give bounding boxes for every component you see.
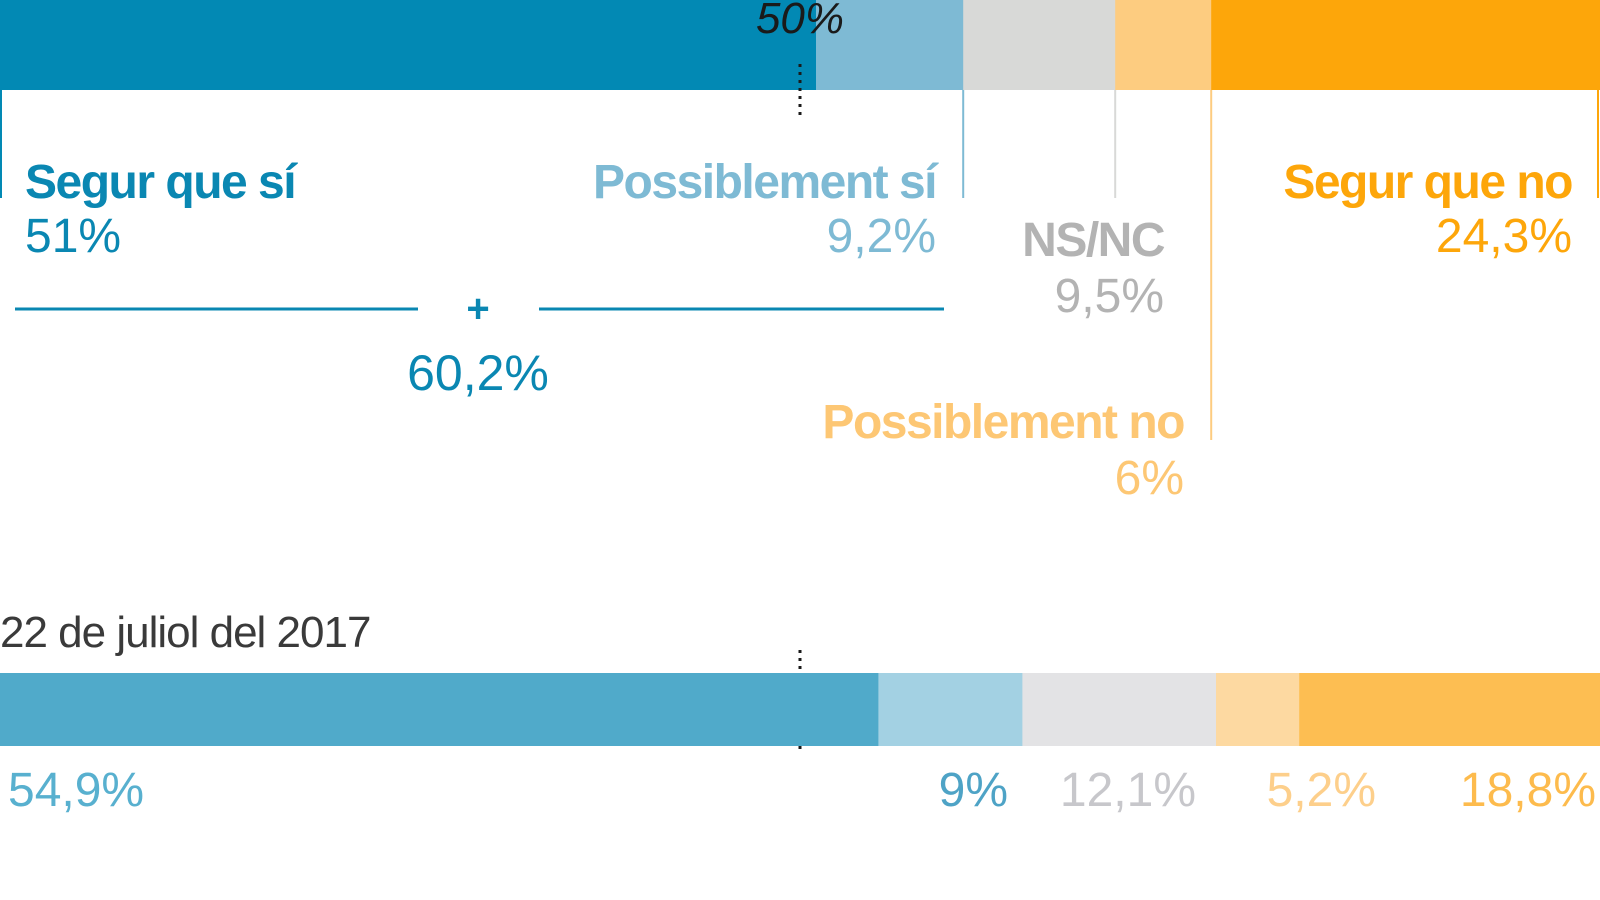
- prev-bar-segment-4: [1299, 673, 1600, 746]
- main-category-label-2: NS/NC: [1022, 214, 1165, 267]
- prev-value-label-1: 9%: [939, 764, 1008, 817]
- main-bar: [0, 0, 1600, 90]
- main-bar-segment-1: [816, 0, 964, 90]
- prev-bar-segment-3: [1216, 673, 1300, 746]
- main-value-label-1: 9,2%: [827, 210, 936, 263]
- main-bar-segment-3: [1115, 0, 1212, 90]
- main-category-label-0: Segur que sí: [25, 156, 298, 209]
- previous-poll-labels: 22 de juliol del 2017 54,9% 9% 12,1% 5,2% 18,…: [0, 608, 1596, 817]
- main-value-label-4: 24,3%: [1436, 210, 1572, 263]
- main-bar-segment-0: [0, 0, 817, 90]
- prev-bar-segment-1: [878, 673, 1023, 746]
- main-bar-segment-4: [1211, 0, 1600, 90]
- main-value-label-3: 6%: [1115, 452, 1184, 505]
- combined-total-group: +60,2%: [15, 287, 944, 401]
- main-category-label-4: Segur que no: [1283, 156, 1572, 209]
- main-bar-segment-2: [963, 0, 1116, 90]
- prev-value-label-0: 54,9%: [8, 764, 144, 817]
- main-label-connectors: [0, 90, 1599, 440]
- main-category-label-1: Possiblement sí: [593, 156, 939, 209]
- main-value-label-0: 51%: [25, 210, 121, 263]
- prev-bar-segment-0: [0, 673, 879, 746]
- combined-plus-sign: +: [466, 287, 489, 331]
- reference-lines: 50%: [756, 0, 844, 752]
- combined-total-label: 60,2%: [407, 345, 549, 401]
- prev-value-label-4: 18,8%: [1460, 764, 1596, 817]
- main-value-label-2: 9,5%: [1055, 270, 1164, 323]
- prev-value-label-3: 5,2%: [1267, 764, 1376, 817]
- reference-50-label: 50%: [756, 0, 844, 43]
- main-category-label-3: Possiblement no: [822, 396, 1184, 449]
- prev-bar-segment-2: [1022, 673, 1217, 746]
- prev-value-label-2: 12,1%: [1060, 764, 1196, 817]
- previous-poll-bar: [0, 673, 1600, 746]
- prev-chart-title: 22 de juliol del 2017: [0, 608, 370, 657]
